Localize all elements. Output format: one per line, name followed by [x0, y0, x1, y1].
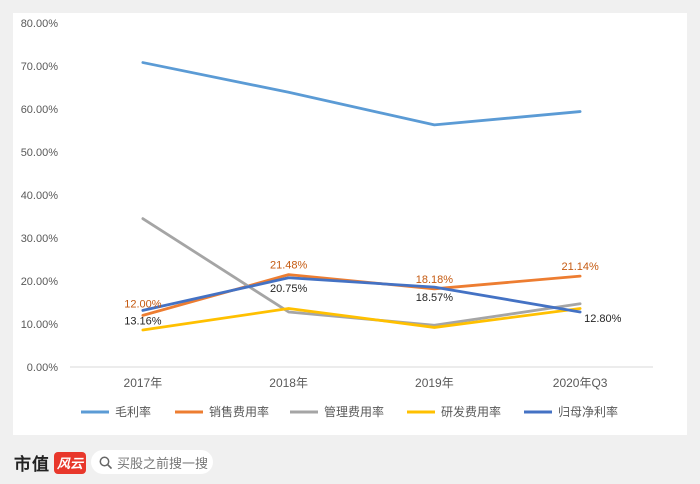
- y-tick-label: 20.00%: [21, 276, 59, 288]
- data-label: 12.00%: [124, 298, 162, 310]
- search-box[interactable]: 买股之前搜一搜: [91, 450, 213, 474]
- data-label: 13.16%: [124, 315, 162, 327]
- y-tick-label: 0.00%: [27, 362, 58, 374]
- data-label: 12.80%: [584, 313, 622, 325]
- y-tick-label: 50.00%: [21, 147, 59, 159]
- y-tick-label: 30.00%: [21, 233, 59, 245]
- data-label: 18.57%: [416, 292, 454, 304]
- legend-label: 销售费用率: [209, 404, 269, 419]
- data-label: 18.18%: [416, 274, 454, 286]
- y-tick-label: 70.00%: [21, 61, 59, 73]
- brand-logo-badge: 风云: [54, 451, 86, 474]
- x-tick-label: 2019年: [415, 376, 454, 390]
- legend-label: 毛利率: [115, 404, 151, 419]
- data-label: 21.14%: [561, 261, 599, 273]
- legend-label: 研发费用率: [441, 404, 501, 419]
- y-tick-label: 40.00%: [21, 190, 59, 202]
- series-line: [141, 61, 582, 127]
- y-tick-label: 10.00%: [21, 319, 59, 331]
- data-label: 20.75%: [270, 283, 308, 295]
- series-line: [141, 276, 582, 314]
- brand-logo[interactable]: 市值 风云: [14, 450, 86, 475]
- legend-label: 归母净利率: [558, 404, 618, 419]
- legend-label: 管理费用率: [324, 404, 384, 419]
- search-icon: [99, 456, 112, 469]
- footer-bar: 市值 风云 买股之前搜一搜: [0, 442, 700, 484]
- x-tick-label: 2017年: [124, 376, 163, 390]
- line-chart: 0.00% 10.00% 20.00% 30.00% 40.00% 50.00% 60.00…: [21, 18, 653, 419]
- series-line: [141, 307, 582, 332]
- series-line: [141, 217, 582, 327]
- search-placeholder: 买股之前搜一搜: [117, 455, 209, 471]
- y-tick-label: 60.00%: [21, 104, 59, 116]
- x-tick-label: 2020年Q3: [553, 376, 608, 390]
- data-label: 21.48%: [270, 260, 308, 272]
- chart-card: 0.00% 10.00% 20.00% 30.00% 40.00% 50.00% 60.00…: [13, 13, 687, 435]
- y-tick-label: 80.00%: [21, 18, 59, 30]
- x-tick-label: 2018年: [269, 376, 308, 390]
- brand-name: 市值: [14, 455, 50, 475]
